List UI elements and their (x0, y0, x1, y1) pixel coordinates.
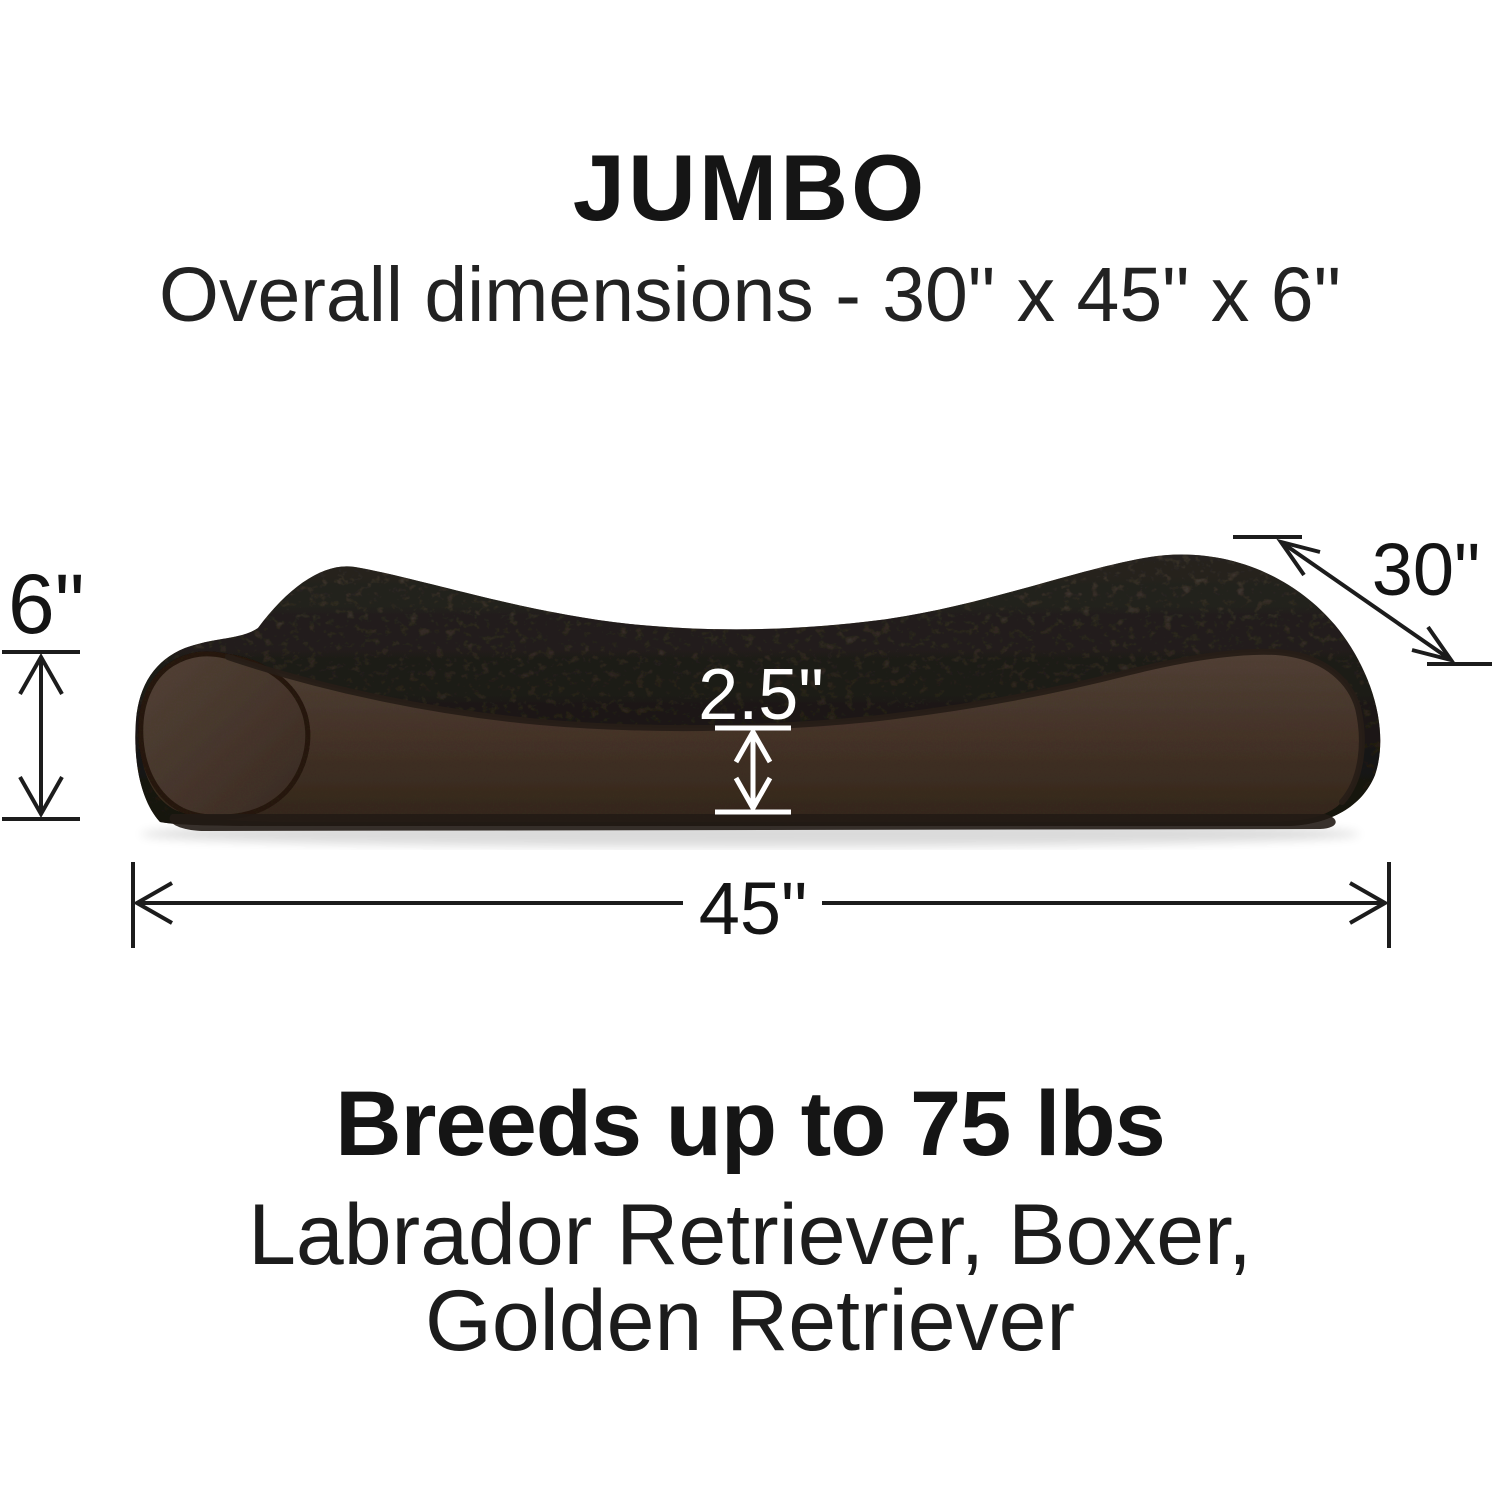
length-dimension-arrow (131, 862, 1391, 948)
bed-piping-seam (225, 648, 1365, 805)
breed-examples-line2: Golden Retriever (424, 1273, 1076, 1369)
overall-dimensions: Overall dimensions - 30" x 45" x 6" (159, 252, 1341, 338)
depth-dimension-label: 30" (1371, 528, 1481, 611)
length-dimension-label: 45" (698, 867, 808, 950)
thickness-dimension-label: 2.5" (698, 655, 824, 735)
size-title: JUMBO (572, 135, 928, 240)
bed-left-end-cap (138, 651, 311, 820)
height-dimension-arrow (2, 650, 80, 821)
breed-examples-line1: Labrador Retriever, Boxer, (248, 1187, 1252, 1283)
thickness-dimension-arrow (715, 725, 791, 815)
weight-heading: Breeds up to 75 lbs (335, 1073, 1166, 1175)
height-dimension-label: 6" (8, 557, 85, 651)
bed-base (169, 814, 1336, 831)
depth-dimension-arrow (1233, 535, 1492, 666)
